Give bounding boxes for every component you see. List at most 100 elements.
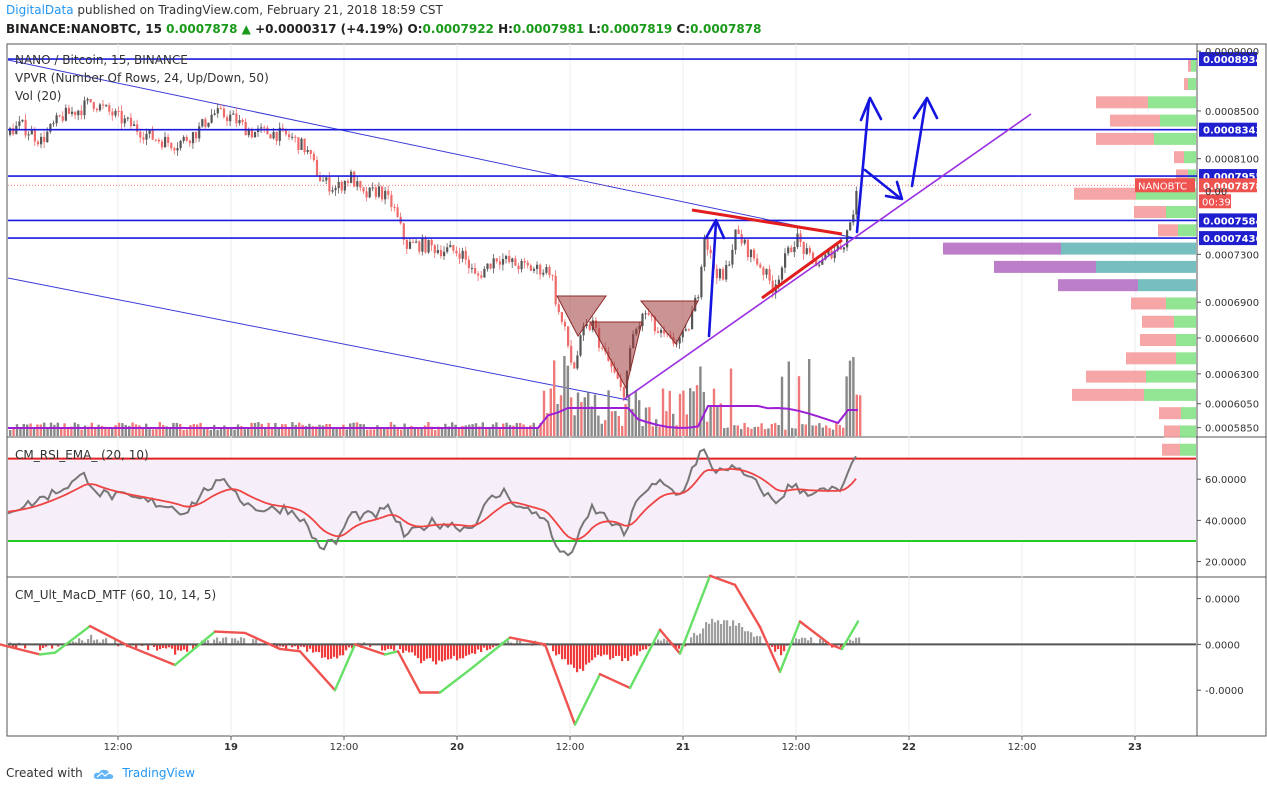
volume-bar <box>230 428 233 436</box>
volume-bar <box>406 428 410 436</box>
macd-line-segment <box>573 672 602 726</box>
macd-histogram-bar <box>363 642 366 645</box>
candle <box>170 142 173 149</box>
volume-bar <box>121 423 124 436</box>
volume-bar <box>658 426 661 436</box>
volume-bar <box>202 427 206 436</box>
volume-bar <box>36 424 39 436</box>
macd-histogram-bar <box>96 639 99 645</box>
macd-histogram-bar <box>450 644 453 659</box>
candle <box>52 123 55 125</box>
macd-line-segment <box>840 620 860 651</box>
volume-bar <box>308 423 311 436</box>
macd-histogram-bar <box>507 640 510 645</box>
macd-histogram-bar <box>702 628 705 645</box>
macd-line-segment <box>278 647 302 653</box>
candle <box>250 130 253 138</box>
price-tick-label: 0.0008500 <box>1205 107 1259 118</box>
macd-histogram-bar <box>465 644 468 656</box>
price-change: +0.0000317 (+4.19%) <box>255 22 404 36</box>
last-price-label: 0.0007878 <box>1203 181 1263 192</box>
vpvr-up-bar <box>1176 352 1196 365</box>
macd-histogram-bar <box>855 637 858 645</box>
time-tick-label: 21 <box>676 742 690 753</box>
candle <box>377 186 381 197</box>
candle <box>21 119 24 122</box>
macd-histogram-bar <box>567 644 570 665</box>
price-axis: 0.0009000 0.0008500 0.0008100 0.0007300 0.00… <box>1197 47 1259 435</box>
tradingview-link[interactable]: TradingView <box>122 766 195 780</box>
candle <box>33 130 36 142</box>
macd-histogram-bar <box>171 644 174 649</box>
volume-bar <box>29 423 32 436</box>
volume-bar <box>774 423 777 436</box>
volume-bar <box>393 424 396 436</box>
macd-line-segment <box>708 574 737 587</box>
volume-bar <box>587 392 590 436</box>
macd-histogram-bar <box>204 639 207 645</box>
volume-bar <box>835 423 838 436</box>
volume-bar <box>434 429 437 436</box>
volume-bar <box>270 428 274 436</box>
macd-histogram-bar <box>708 623 711 645</box>
candle <box>818 264 821 266</box>
macd-histogram-bar <box>486 644 489 651</box>
volume-bar <box>791 428 794 436</box>
volume-bar <box>80 429 83 436</box>
candle <box>508 255 511 263</box>
candle <box>136 124 139 132</box>
volume-bar <box>182 429 185 436</box>
publisher-name[interactable]: DigitalData <box>6 3 74 17</box>
candle <box>737 229 740 235</box>
candle <box>148 130 151 134</box>
macd-histogram-bar <box>819 638 822 645</box>
macd-histogram-bar <box>45 644 48 647</box>
volume-bar <box>668 390 671 436</box>
candle <box>278 127 281 141</box>
volume-bar <box>158 422 161 436</box>
volume-bar <box>97 424 100 436</box>
rsi-pane: CM_RSI_EMA_ (20, 10) 60.0000 40.0000 20.000… <box>7 448 1246 569</box>
volume-bar <box>655 419 658 436</box>
candle <box>235 113 238 124</box>
candle <box>405 239 408 249</box>
volume-bar <box>369 429 372 436</box>
price-level-label: 0.0007955 <box>1203 172 1263 183</box>
macd-histogram-bar <box>456 644 459 661</box>
macd-histogram-bar <box>810 637 813 645</box>
candle <box>281 127 284 129</box>
volume-bar <box>753 426 756 436</box>
candle <box>126 117 129 119</box>
volume-bar <box>39 424 42 436</box>
macd-histogram-bar <box>825 641 828 645</box>
candle <box>43 136 46 143</box>
macd-histogram-bar <box>255 639 258 645</box>
macd-histogram-bar <box>777 644 780 650</box>
macd-histogram-bar <box>714 622 717 645</box>
vpvr-up-bar <box>1160 114 1196 127</box>
price-level-tag <box>1199 213 1257 228</box>
vpvr-histogram <box>943 59 1196 456</box>
candle <box>706 237 709 250</box>
macd-histogram-bar <box>720 623 723 645</box>
volume-bar <box>90 422 93 436</box>
candle <box>731 249 734 265</box>
candle <box>384 190 387 200</box>
tradingview-cloud-icon <box>93 769 113 779</box>
head-triangle <box>589 321 643 390</box>
vpvr-down-bar <box>1134 206 1166 219</box>
volume-bar <box>12 427 15 436</box>
macd-histogram-bar <box>222 637 225 645</box>
candle <box>650 315 653 317</box>
candle <box>557 304 560 312</box>
volume-bar <box>267 422 270 436</box>
volume-bar <box>141 427 144 436</box>
candle <box>80 110 83 116</box>
volume-bar <box>87 426 90 436</box>
price-tick-label: 0.00 <box>1205 187 1227 198</box>
vpvr-up-bar <box>1166 206 1196 219</box>
volume-bar <box>495 422 498 436</box>
candle <box>322 180 325 182</box>
macd-histogram-bar <box>168 644 171 648</box>
